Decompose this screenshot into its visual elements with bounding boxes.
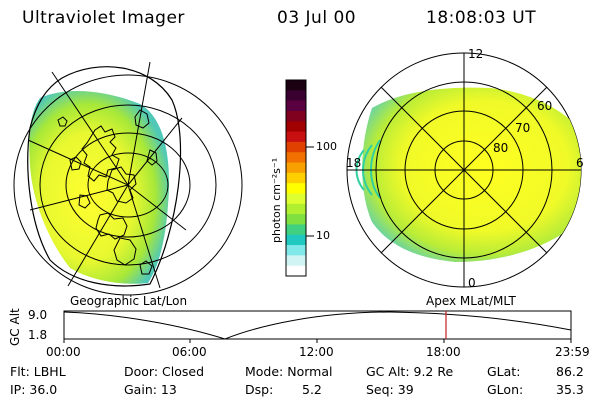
colorbar-segment bbox=[286, 255, 306, 267]
altitude-plot bbox=[63, 310, 572, 343]
colorbar-unit-label: photon cm⁻²s⁻¹ bbox=[270, 157, 283, 243]
colorbar-segment bbox=[286, 121, 306, 133]
mlt-label-6: 6 bbox=[576, 156, 584, 170]
glat-label: GLat: bbox=[487, 364, 521, 379]
filter-info: Flt: LBHL bbox=[10, 364, 66, 379]
colorbar-segment bbox=[286, 141, 306, 153]
colorbar-segment bbox=[286, 245, 306, 256]
coastlines bbox=[57, 109, 158, 275]
polar-image bbox=[346, 52, 582, 288]
altitude-xtick: 18:00 bbox=[426, 345, 461, 359]
colorbar-segment bbox=[286, 193, 306, 205]
mlt-label-0: 0 bbox=[468, 276, 476, 290]
right-panel-caption: Apex MLat/MLT bbox=[426, 294, 516, 308]
colorbar-segment bbox=[286, 224, 306, 236]
altitude-xtick: 23:59 bbox=[555, 345, 590, 359]
app-title: Ultraviolet Imager bbox=[22, 8, 185, 28]
glon-value: 35.3 bbox=[556, 382, 584, 397]
left-panel-caption: Geographic Lat/Lon bbox=[70, 294, 188, 308]
gc-alt-info: GC Alt: 9.2 Re bbox=[366, 364, 454, 379]
lat-ring bbox=[87, 152, 169, 218]
colorbar-segment bbox=[286, 162, 306, 174]
door-info: Door: Closed bbox=[124, 364, 205, 379]
mlt-label-12: 12 bbox=[468, 47, 484, 61]
altitude-ylabel: GC Alt bbox=[8, 308, 22, 346]
altitude-plot-frame bbox=[63, 310, 572, 340]
dsp-label: Dsp: bbox=[245, 382, 274, 397]
colorbar-segment bbox=[286, 214, 306, 225]
orbit-altitude-curve bbox=[63, 311, 572, 340]
altitude-xtick: 12:00 bbox=[299, 345, 334, 359]
lat-ring bbox=[65, 132, 191, 238]
mlt-spokes bbox=[347, 53, 581, 287]
geographic-image bbox=[13, 61, 243, 296]
mlt-label-18: 18 bbox=[346, 156, 362, 170]
left-aurora-emission bbox=[29, 91, 170, 284]
colorbar-segment bbox=[286, 183, 306, 194]
colorbar-segment bbox=[286, 152, 306, 164]
mlat-label-60: 60 bbox=[537, 99, 553, 113]
altitude-ytick: 9.0 bbox=[28, 308, 48, 322]
seq-info: Seq: 39 bbox=[366, 382, 414, 397]
mlat-label-70: 70 bbox=[515, 121, 531, 135]
colorbar-segment bbox=[286, 110, 306, 122]
altitude-xtick: 06:00 bbox=[172, 345, 207, 359]
altitude-ytick: 1.8 bbox=[28, 328, 48, 342]
mode-info: Mode: Normal bbox=[245, 364, 333, 379]
colorbar-segment bbox=[286, 203, 306, 215]
colorbar-segment bbox=[286, 100, 306, 112]
meridian-lines bbox=[27, 61, 187, 289]
colorbar-segment bbox=[286, 234, 306, 246]
glat-value: 86.2 bbox=[556, 364, 584, 379]
colorbar-tick-label: 10 bbox=[316, 229, 330, 242]
colorbar-segment bbox=[286, 90, 306, 102]
time-label: 18:08:03 UT bbox=[426, 8, 537, 28]
altitude-xtick: 00:00 bbox=[46, 345, 81, 359]
lat-ring bbox=[13, 74, 243, 296]
glon-label: GLon: bbox=[487, 382, 524, 397]
colorbar-tick-label: 100 bbox=[316, 140, 337, 153]
colorbar-frame bbox=[285, 79, 307, 277]
altitude-x-ticks bbox=[63, 339, 572, 343]
mlat-label-80: 80 bbox=[493, 141, 509, 155]
gain-info: Gain: 13 bbox=[124, 382, 177, 397]
right-aurora-emission bbox=[362, 87, 581, 262]
date-label: 03 Jul 00 bbox=[277, 8, 357, 28]
dsp-value: 5.2 bbox=[302, 382, 322, 397]
ip-info: IP: 36.0 bbox=[10, 382, 58, 397]
color-scale-bar bbox=[285, 79, 307, 277]
colorbar-segment bbox=[286, 80, 306, 91]
colorbar-segment bbox=[286, 265, 306, 277]
colorbar-segment bbox=[286, 131, 306, 143]
lat-ring bbox=[39, 104, 217, 266]
colorbar-segment bbox=[286, 172, 306, 184]
